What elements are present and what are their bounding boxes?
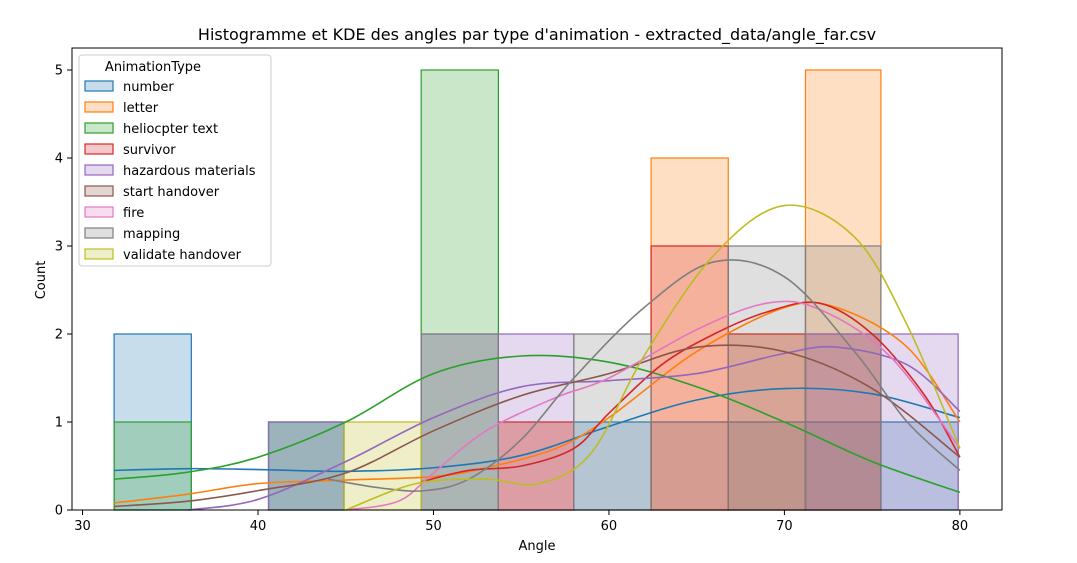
bar-8-3 — [343, 421, 422, 511]
kde-line-7 — [328, 259, 961, 492]
x-axis: 30 40 50 60 70 80 — [74, 510, 968, 534]
legend-swatch-5 — [84, 185, 114, 197]
y-tick-label-3: 3 — [55, 240, 63, 255]
bar-0-2 — [267, 421, 345, 511]
x-tick-label-4: 70 — [776, 519, 793, 534]
bar-7-9 — [804, 245, 882, 511]
legend-swatch-7 — [84, 227, 114, 239]
y-axis-label: Count — [34, 261, 49, 300]
kde-line-5 — [114, 344, 961, 508]
legend-box — [78, 54, 272, 267]
x-tick-label-1: 40 — [250, 519, 267, 534]
legend-label-5: start handover — [123, 185, 220, 200]
y-tick-label-4: 4 — [55, 152, 63, 167]
y-tick-label-2: 2 — [55, 328, 63, 343]
legend-label-8: validate handover — [123, 248, 242, 263]
legend-title: AnimationType — [105, 60, 201, 75]
kde-line-2 — [114, 354, 961, 494]
bar-2-4 — [420, 69, 499, 511]
legend-swatch-3 — [84, 143, 114, 155]
legend-label-3: survivor — [123, 143, 176, 158]
chart-title: Histogramme et KDE des angles par type d… — [198, 25, 876, 45]
x-tick-label-2: 50 — [425, 519, 442, 534]
plot-frame — [71, 47, 1003, 511]
legend: AnimationType number letter heliocpter text… — [78, 54, 272, 267]
kde-line-0 — [114, 387, 961, 473]
x-tick-label-0: 30 — [74, 519, 91, 534]
y-tick-label-5: 5 — [55, 64, 63, 79]
legend-swatch-4 — [84, 164, 114, 176]
bar-0-7 — [650, 421, 729, 511]
x-tick-label-3: 60 — [601, 519, 618, 534]
legend-label-0: number — [123, 80, 174, 95]
x-tick-label-5: 80 — [952, 519, 969, 534]
legend-label-4: hazardous materials — [123, 164, 256, 179]
y-tick-label-1: 1 — [55, 416, 63, 431]
y-tick-label-0: 0 — [55, 504, 63, 519]
legend-label-6: fire — [123, 206, 144, 221]
kde-line-8 — [345, 204, 961, 511]
bar-2-0 — [113, 421, 192, 511]
bar-4-10 — [880, 333, 959, 511]
bar-4-2 — [267, 421, 345, 511]
legend-label-7: mapping — [123, 227, 180, 242]
y-axis: 0 1 2 3 4 5 — [55, 64, 72, 519]
legend-swatch-0 — [84, 80, 114, 92]
bar-7-8 — [727, 245, 807, 511]
plot-area — [113, 69, 961, 511]
legend-label-1: letter — [123, 101, 159, 116]
kde-line-6 — [345, 300, 961, 511]
legend-swatch-2 — [84, 122, 114, 134]
legend-swatch-8 — [84, 248, 114, 260]
bar-4-5 — [497, 333, 575, 511]
legend-label-2: heliocpter text — [123, 122, 218, 137]
x-axis-label: Angle — [519, 539, 556, 554]
bar-4-9 — [804, 333, 882, 511]
kde-line-3 — [421, 301, 961, 483]
legend-swatch-6 — [84, 206, 114, 218]
legend-swatch-1 — [84, 101, 114, 113]
kde-line-1 — [114, 301, 961, 504]
